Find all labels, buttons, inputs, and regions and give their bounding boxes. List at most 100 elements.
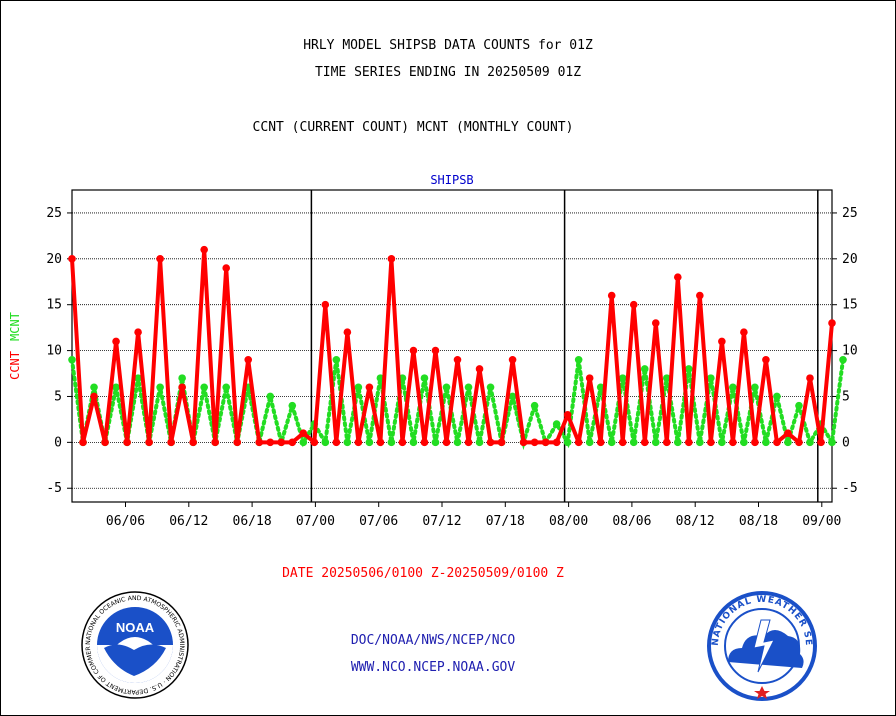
ccnt-point xyxy=(618,438,627,447)
mcnt-point xyxy=(729,383,737,392)
date-range: DATE 20250506/0100 Z-20250509/0100 Z xyxy=(282,566,564,581)
ccnt-point xyxy=(123,438,131,447)
ccnt-point xyxy=(321,300,330,309)
mcnt-point xyxy=(453,438,462,447)
ccnt-point xyxy=(596,438,605,447)
ccnt-point xyxy=(79,438,87,447)
ytick-label-left: 0 xyxy=(54,435,62,450)
ccnt-point xyxy=(189,438,197,447)
mcnt-point xyxy=(640,365,649,373)
footer-url[interactable]: WWW.NCO.NCEP.NOAA.GOV xyxy=(350,660,516,675)
ccnt-point xyxy=(464,438,473,447)
ccnt-point xyxy=(508,355,517,364)
mcnt-point xyxy=(673,438,682,447)
mcnt-point xyxy=(442,383,451,392)
ccnt-point xyxy=(685,438,693,447)
mcnt-point xyxy=(112,383,120,392)
mcnt-point xyxy=(618,374,627,382)
ccnt-point xyxy=(574,438,583,447)
ccnt-point xyxy=(156,255,164,263)
mcnt-point xyxy=(552,420,561,428)
ytick-label-left: 25 xyxy=(46,206,62,221)
ccnt-point xyxy=(211,438,219,447)
ytick-label-left: 5 xyxy=(54,389,62,404)
mcnt-point xyxy=(178,374,186,382)
ytick-label-left: 10 xyxy=(46,344,62,359)
xtick-label: 08/00 xyxy=(549,514,588,529)
ccnt-point xyxy=(696,291,704,300)
xtick-label: 06/18 xyxy=(233,514,272,529)
mcnt-point xyxy=(563,438,572,447)
ytick-label-right: -5 xyxy=(842,481,858,496)
ccnt-point xyxy=(233,438,242,447)
ccnt-point xyxy=(134,328,142,337)
ccnt-point xyxy=(817,438,825,447)
ccnt-point xyxy=(475,365,484,373)
mcnt-point xyxy=(464,383,473,392)
ccnt-point xyxy=(486,438,495,447)
ccnt-point xyxy=(244,355,253,364)
header-legend-text: CCNT (CURRENT COUNT) MCNT (MONTHLY COUNT… xyxy=(252,120,574,135)
mcnt-point xyxy=(773,392,781,401)
ccnt-point xyxy=(376,438,385,447)
mcnt-point xyxy=(751,383,759,392)
ccnt-point xyxy=(806,374,814,382)
mcnt-point xyxy=(387,438,396,447)
ytick-label-right: 10 xyxy=(842,344,858,359)
ccnt-point xyxy=(299,429,308,437)
mcnt-point xyxy=(651,438,660,447)
ccnt-point xyxy=(828,319,836,327)
mcnt-point xyxy=(354,383,363,392)
ccnt-point xyxy=(343,328,352,337)
mcnt-point xyxy=(68,355,76,364)
mcnt-point xyxy=(365,438,374,447)
mcnt-point xyxy=(299,438,308,447)
mcnt-point xyxy=(828,438,836,447)
ccnt-point xyxy=(563,411,572,419)
ccnt-point xyxy=(629,300,638,309)
ytick-label-right: 20 xyxy=(842,252,858,267)
plot-frame xyxy=(71,189,833,503)
mcnt-point xyxy=(696,438,704,447)
noaa-logo-center-text: NOAA xyxy=(116,620,155,635)
ccnt-point xyxy=(530,438,539,447)
ccnt-point xyxy=(387,255,396,263)
mcnt-point xyxy=(508,392,517,401)
ylabel: CCNT MCNT xyxy=(8,312,22,380)
ccnt-point xyxy=(607,291,616,300)
mcnt-point xyxy=(420,374,429,382)
ccnt-point xyxy=(795,438,803,447)
mcnt-point xyxy=(156,383,164,392)
mcnt-point xyxy=(662,374,671,382)
mcnt-point xyxy=(486,383,495,392)
mcnt-point xyxy=(784,438,792,447)
ccnt-point xyxy=(740,328,748,337)
ccnt-point xyxy=(222,264,231,272)
footer-org: DOC/NOAA/NWS/NCEP/NCO xyxy=(350,633,516,648)
ccnt-point xyxy=(145,438,153,447)
xtick-label: 07/18 xyxy=(486,514,525,529)
ccnt-point xyxy=(552,438,561,447)
mcnt-point xyxy=(607,438,616,447)
ytick-label-left: 20 xyxy=(46,252,62,267)
ccnt-point xyxy=(178,383,186,392)
data-count-chart: -5 -5 0 0 5 5 10 10 15 15 20 20 25 25 06/06 06/12 06/18 0… xyxy=(8,173,858,529)
ytick-label-left: 15 xyxy=(46,298,62,313)
ccnt-point xyxy=(310,438,319,447)
ccnt-point xyxy=(255,438,264,447)
ccnt-point xyxy=(718,337,726,346)
mcnt-point xyxy=(795,401,803,410)
mcnt-point xyxy=(530,401,539,410)
header-subtitle: TIME SERIES ENDING IN 20250509 01Z xyxy=(314,65,582,80)
chart-title: SHIPSB xyxy=(430,173,473,187)
ytick-label-left: -5 xyxy=(46,481,62,496)
mcnt-point xyxy=(707,374,715,382)
ccnt-point xyxy=(431,346,440,355)
ccnt-point xyxy=(729,438,737,447)
mcnt-point xyxy=(839,355,847,364)
ccnt-point xyxy=(651,319,660,327)
ccnt-point xyxy=(420,438,429,447)
ccnt-point xyxy=(519,438,528,447)
mcnt-point xyxy=(222,383,231,392)
ccnt-point xyxy=(354,438,363,447)
